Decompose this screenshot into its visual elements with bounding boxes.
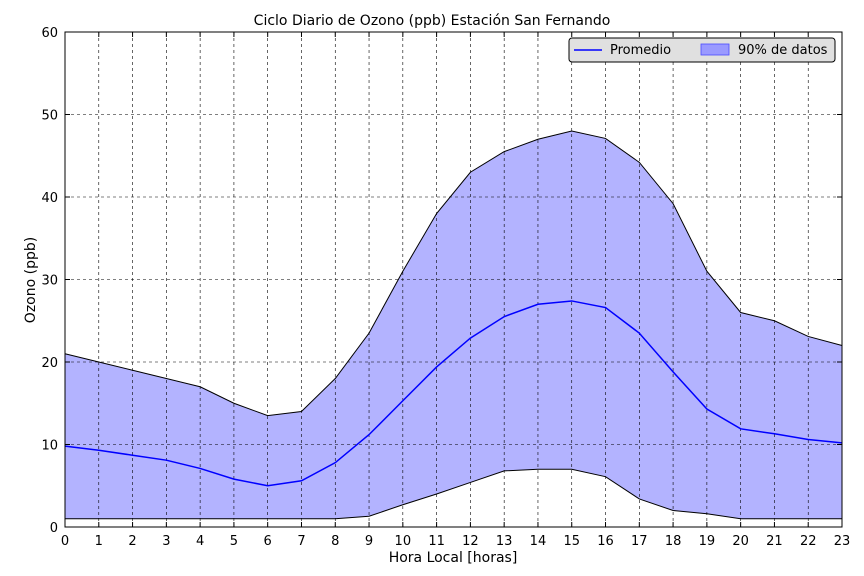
x-tick-label: 23 — [834, 534, 851, 549]
x-tick-label: 22 — [800, 534, 817, 549]
y-tick-label: 60 — [41, 26, 58, 41]
y-tick-label: 10 — [41, 439, 58, 454]
y-tick-label: 0 — [50, 521, 58, 536]
legend-label-band: 90% de datos — [738, 43, 828, 58]
x-tick-label: 9 — [365, 534, 373, 549]
x-tick-label: 15 — [563, 534, 580, 549]
x-tick-label: 14 — [530, 534, 547, 549]
legend-band-swatch — [700, 43, 730, 56]
y-tick-label: 20 — [41, 356, 58, 371]
band-upper-edge — [64, 130, 843, 417]
x-tick-label: 19 — [699, 534, 716, 549]
x-tick-label: 21 — [766, 534, 783, 549]
x-tick-label: 7 — [297, 534, 305, 549]
y-tick-label: 40 — [41, 191, 58, 206]
x-tick-label: 5 — [230, 534, 238, 549]
y-tick-label: 50 — [41, 109, 58, 124]
series-group — [64, 300, 843, 487]
x-tick-label: 8 — [331, 534, 339, 549]
legend-label-mean: Promedio — [610, 43, 671, 58]
x-tick-label: 18 — [665, 534, 682, 549]
x-tick-label: 1 — [95, 534, 103, 549]
x-tick-label: 0 — [61, 534, 69, 549]
ticks-group — [64, 31, 843, 528]
band-area — [65, 131, 842, 519]
x-tick-label: 16 — [597, 534, 614, 549]
y-axis-label: Ozono (ppb) — [23, 237, 39, 323]
x-tick-label: 20 — [732, 534, 749, 549]
x-tick-label: 6 — [264, 534, 272, 549]
x-tick-label: 13 — [496, 534, 513, 549]
series-line-mean — [64, 300, 843, 487]
chart-title: Ciclo Diario de Ozono (ppb) Estación San… — [254, 13, 611, 29]
x-tick-label: 17 — [631, 534, 648, 549]
x-tick-label: 11 — [428, 534, 445, 549]
x-axis-label: Hora Local [horas] — [389, 550, 518, 566]
data-band-group — [64, 130, 843, 520]
grid-group — [65, 32, 842, 527]
y-tick-labels: 0 10 20 30 40 50 60 — [41, 26, 58, 536]
x-tick-label: 12 — [462, 534, 479, 549]
x-tick-label: 3 — [162, 534, 170, 549]
band-lower-edge — [65, 468, 842, 520]
legend: Promedio 90% de datos — [568, 37, 836, 63]
y-tick-label: 30 — [41, 274, 58, 289]
x-tick-label: 4 — [196, 534, 204, 549]
x-tick-labels: 0 1 2 3 4 5 6 7 8 9 10 11 12 13 14 15 16 17 18 19 20 21 22 23 — [61, 534, 850, 549]
x-tick-label: 2 — [128, 534, 136, 549]
x-tick-label: 10 — [395, 534, 412, 549]
